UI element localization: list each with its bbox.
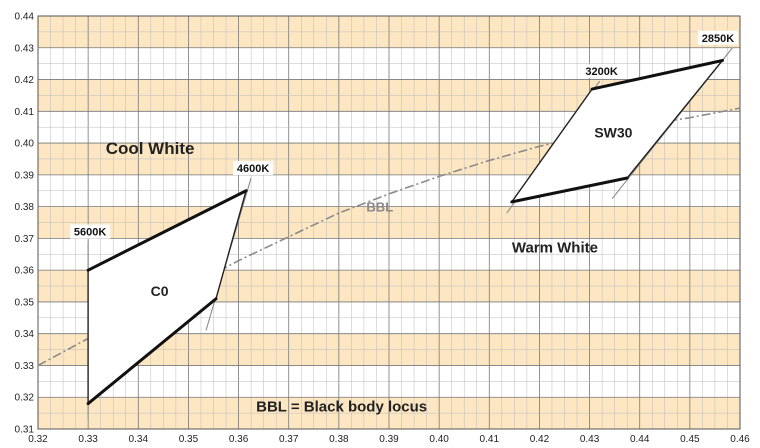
y-tick-label: 0.44 — [15, 12, 35, 23]
annotation-cool-white: Cool White — [106, 139, 195, 158]
cct-label-box — [233, 161, 274, 176]
region-c0-edge — [86, 189, 248, 272]
plot-border — [37, 15, 741, 430]
region-c0-edge — [86, 297, 218, 406]
x-tick-label: 0.44 — [630, 434, 650, 445]
x-tick-label: 0.46 — [730, 434, 750, 445]
cct-label-2850k: 2850K — [702, 33, 734, 45]
cct-label-3200k: 3200K — [585, 66, 617, 78]
y-tick-label: 0.36 — [15, 266, 35, 277]
region-sw30-edge — [510, 176, 629, 204]
x-tick-label: 0.35 — [179, 434, 199, 445]
y-tick-label: 0.43 — [15, 43, 35, 54]
y-axis-ticks: 0.31 0.32 0.33 0.34 0.35 0.36 0.37 0.38 0.39 0.40… — [15, 12, 35, 436]
x-tick-label: 0.36 — [229, 434, 249, 445]
x-axis-ticks: 0.32 0.33 0.34 0.35 0.36 0.37 0.38 0.39 0.40 0.41… — [28, 434, 750, 445]
y-tick-label: 0.40 — [15, 139, 35, 150]
cct-label-4600k: 4600K — [237, 163, 269, 175]
x-tick-label: 0.33 — [78, 434, 98, 445]
y-tick-label: 0.34 — [15, 329, 35, 340]
y-tick-label: 0.37 — [15, 234, 35, 245]
bin-regions: C0 5600K 4600K SW30 3200K 2850K — [70, 30, 738, 420]
region-label-sw30: SW30 — [594, 124, 632, 140]
region-label-c0: C0 — [151, 283, 169, 299]
annotation-bbl: BBL — [366, 199, 393, 214]
x-tick-label: 0.41 — [480, 434, 500, 445]
x-tick-label: 0.45 — [680, 434, 700, 445]
cct-label-5600k: 5600K — [74, 227, 106, 239]
x-tick-label: 0.40 — [429, 434, 449, 445]
y-tick-label: 0.33 — [15, 361, 35, 372]
annotation-bbl-black-body-locus: BBL = Black body locus — [256, 399, 427, 416]
cct-label-box — [70, 224, 111, 239]
y-tick-label: 0.31 — [15, 425, 35, 436]
y-tick-label: 0.35 — [15, 297, 35, 308]
plot-frame — [37, 15, 741, 430]
y-tick-label: 0.41 — [15, 107, 35, 118]
y-tick-label: 0.42 — [15, 75, 35, 86]
annotation-warm-white: Warm White — [512, 240, 598, 257]
x-tick-label: 0.34 — [129, 434, 149, 445]
x-tick-label: 0.38 — [329, 434, 349, 445]
cct-label-box — [581, 64, 622, 79]
region-sw30-edge — [590, 58, 724, 91]
cct-label-box — [698, 30, 738, 45]
y-tick-label: 0.38 — [15, 202, 35, 213]
x-tick-label: 0.42 — [530, 434, 550, 445]
x-tick-label: 0.32 — [28, 434, 48, 445]
x-tick-label: 0.43 — [580, 434, 600, 445]
y-tick-label: 0.39 — [15, 170, 35, 181]
x-tick-label: 0.39 — [379, 434, 399, 445]
annotations: Cool White Warm White BBL BBL = Black body … — [106, 139, 598, 415]
x-tick-label: 0.37 — [279, 434, 299, 445]
y-tick-label: 0.32 — [15, 393, 35, 404]
